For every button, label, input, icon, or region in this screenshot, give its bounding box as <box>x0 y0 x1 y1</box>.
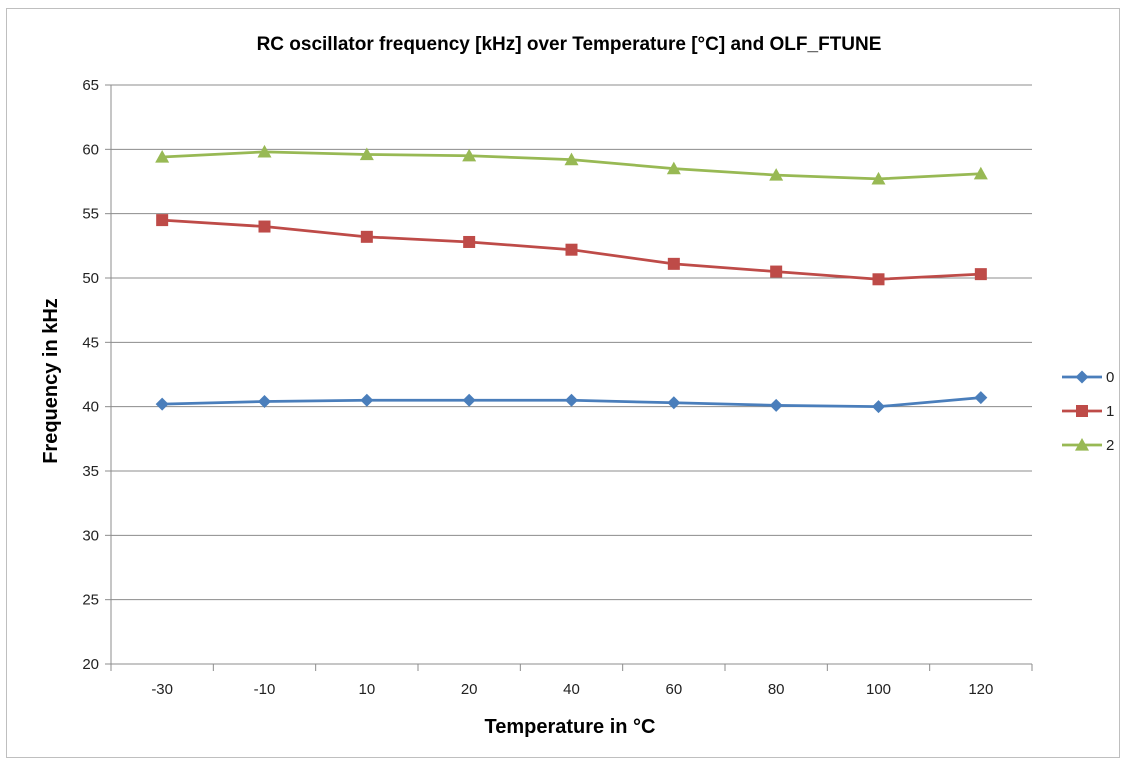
data-point <box>667 257 680 270</box>
data-point <box>871 171 886 185</box>
legend-item-2: 2 <box>1062 437 1114 454</box>
x-tick-label: 10 <box>358 681 375 698</box>
y-tick-label: 50 <box>82 270 99 287</box>
legend-item-0: 0 <box>1062 369 1114 386</box>
data-point <box>769 168 784 181</box>
data-point <box>565 393 578 407</box>
series-0 <box>155 391 988 414</box>
chart-title: RC oscillator frequency [kHz] over Tempe… <box>257 34 882 55</box>
legend-label: 2 <box>1106 437 1114 454</box>
series <box>155 144 988 414</box>
x-tick-labels: -30 -10 10 20 40 60 80 100 120 <box>151 681 993 698</box>
data-point <box>973 166 988 180</box>
legend-label: 0 <box>1106 369 1114 386</box>
series-2 <box>155 144 988 185</box>
data-point <box>565 243 578 256</box>
data-point <box>564 152 579 166</box>
y-tick-label: 30 <box>82 527 99 544</box>
data-point <box>462 393 476 407</box>
x-tick-label: -30 <box>151 681 173 698</box>
data-point <box>360 230 373 243</box>
series-1 <box>156 214 987 286</box>
data-point <box>872 400 885 414</box>
legend-label: 1 <box>1106 403 1114 420</box>
y-tick-labels: 20 25 30 35 40 45 50 55 60 65 <box>82 77 99 673</box>
y-tick-label: 60 <box>82 141 99 158</box>
data-point <box>258 220 271 233</box>
legend-item-1: 1 <box>1062 403 1114 420</box>
data-point <box>155 150 170 163</box>
legend: 0 1 2 <box>1062 369 1114 454</box>
data-point <box>257 144 272 158</box>
data-point <box>769 398 783 412</box>
data-point <box>872 273 885 286</box>
x-axis-title: Temperature in °C <box>485 716 656 738</box>
y-tick-label: 45 <box>82 334 99 351</box>
data-point <box>974 391 988 405</box>
legend-marker <box>1075 438 1089 451</box>
legend-marker <box>1075 370 1089 384</box>
x-tick-label: 40 <box>563 681 580 698</box>
data-point <box>360 393 374 407</box>
data-point <box>974 268 987 281</box>
y-tick-label: 40 <box>82 399 99 416</box>
y-tick-label: 65 <box>82 77 99 94</box>
x-tick-label: 120 <box>968 681 993 698</box>
data-point <box>770 265 783 278</box>
data-point <box>258 395 271 409</box>
data-point <box>462 148 477 162</box>
data-point <box>667 396 681 410</box>
data-point <box>155 397 169 411</box>
axes <box>105 84 1033 671</box>
x-tick-label: 100 <box>866 681 891 698</box>
x-tick-label: 20 <box>461 681 478 698</box>
x-tick-label: -10 <box>254 681 276 698</box>
data-point <box>666 161 681 175</box>
y-tick-label: 20 <box>82 656 99 673</box>
x-tick-label: 60 <box>665 681 682 698</box>
data-point <box>359 147 374 161</box>
data-point <box>463 235 476 248</box>
chart-frame: RC oscillator frequency [kHz] over Tempe… <box>6 8 1120 758</box>
y-tick-label: 35 <box>82 463 99 480</box>
y-axis-title: Frequency in kHz <box>40 298 62 464</box>
y-tick-label: 25 <box>82 592 99 609</box>
x-tick-label: 80 <box>768 681 785 698</box>
y-tick-label: 55 <box>82 206 99 223</box>
line-chart: RC oscillator frequency [kHz] over Tempe… <box>40 34 1114 738</box>
data-point <box>156 214 169 227</box>
legend-marker <box>1076 405 1088 417</box>
